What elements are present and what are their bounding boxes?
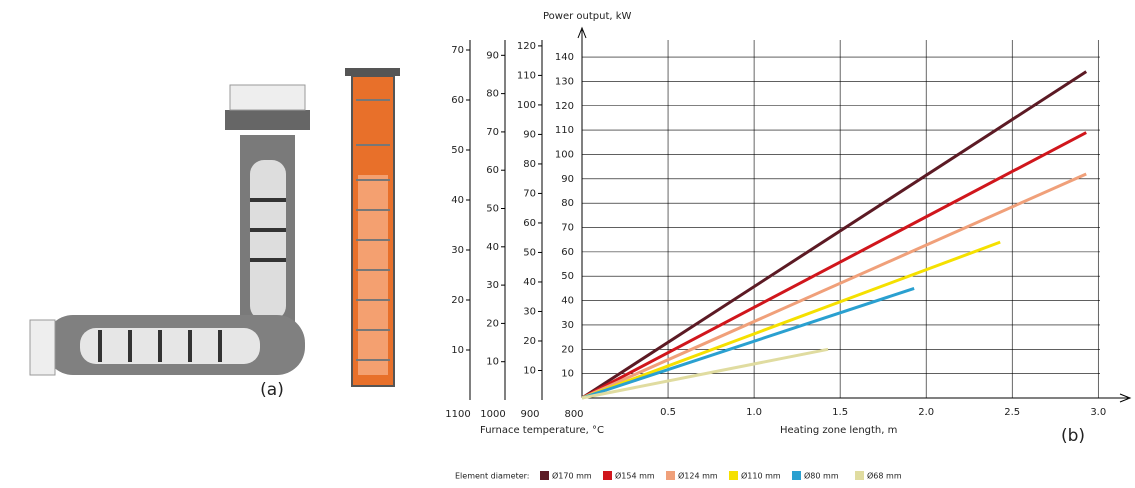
y-tick-label: 80 xyxy=(561,198,574,209)
temperature-axis-tick-label: 20 xyxy=(523,336,536,347)
y-axis xyxy=(578,28,586,398)
y-tick-label: 120 xyxy=(555,101,574,112)
y-tick-label: 50 xyxy=(561,271,574,282)
line xyxy=(582,133,1086,398)
temperature-axis-tick-label: 80 xyxy=(486,89,499,100)
temperature-axis-tick-label: 100 xyxy=(517,100,536,111)
temperature-axis-tick-label: 30 xyxy=(486,280,499,291)
line xyxy=(582,288,914,398)
x-axis-label: Heating zone length, m xyxy=(780,425,897,436)
x-axis xyxy=(582,394,1130,402)
x-tick-label: 2.5 xyxy=(1004,407,1020,418)
temperature-axis-tick-label: 10 xyxy=(486,357,499,368)
y-tick-label: 60 xyxy=(561,247,574,258)
legend-label: Ø170 mm xyxy=(552,471,592,481)
panel-label: (b) xyxy=(1061,426,1085,446)
legend-swatch xyxy=(792,471,801,480)
heater-photo xyxy=(30,85,310,375)
temperature-axis-tick-label: 40 xyxy=(486,242,499,253)
temperature-tick-label: 1100 xyxy=(445,409,470,420)
temperature-tick-label: 1000 xyxy=(480,409,505,420)
legend-label: Ø110 mm xyxy=(741,471,781,481)
y-tick-label: 10 xyxy=(561,369,574,380)
legend-label: Ø80 mm xyxy=(804,471,839,481)
line xyxy=(582,242,1000,398)
temperature-axis-tick-label: 120 xyxy=(517,41,536,52)
x-tick-label: 3.0 xyxy=(1090,407,1106,418)
temperature-axis-tick-label: 40 xyxy=(523,277,536,288)
temperature-axis-tick-label: 60 xyxy=(451,95,464,106)
panel-label: (a) xyxy=(260,380,284,400)
temperature-tick-label: 900 xyxy=(520,409,539,420)
y-tick-label: 90 xyxy=(561,174,574,185)
y-tick-label: 110 xyxy=(555,125,574,136)
temperature-axis-tick-label: 90 xyxy=(523,129,536,140)
y-tick-label: 140 xyxy=(555,52,574,63)
temperature-label: Furnace temperature, °C xyxy=(480,425,604,436)
temperature-axis-tick-label: 20 xyxy=(486,318,499,329)
x-tick-label: 1.0 xyxy=(746,407,762,418)
y-tick-label: 40 xyxy=(561,296,574,307)
legend-label: Ø68 mm xyxy=(867,471,902,481)
temperature-axis-tick-label: 80 xyxy=(523,159,536,170)
temperature-axis-tick-label: 10 xyxy=(523,365,536,376)
temperature-axis-tick-label: 110 xyxy=(517,70,536,81)
figure: (a) (b) Power output, kW Furnace tempera… xyxy=(0,0,1135,484)
temperature-axis-tick-label: 50 xyxy=(523,247,536,258)
temperature-axis-tick-label: 50 xyxy=(486,204,499,215)
temperature-axis-tick-label: 30 xyxy=(523,306,536,317)
legend-label: Ø154 mm xyxy=(615,471,655,481)
y-axis-label: Power output, kW xyxy=(543,11,632,22)
legend-title: Element diameter: xyxy=(455,472,529,481)
temperature-axis-tick-label: 60 xyxy=(486,165,499,176)
y-tick-label: 20 xyxy=(561,344,574,355)
temperature-axis-tick-label: 90 xyxy=(486,50,499,61)
line xyxy=(582,174,1086,398)
x-tick-label: 2.0 xyxy=(918,407,934,418)
x-tick-label: 1.5 xyxy=(832,407,848,418)
temperature-axis-tick-label: 70 xyxy=(523,188,536,199)
temperature-tick-label: 800 xyxy=(564,409,583,420)
legend-swatch xyxy=(729,471,738,480)
temperature-axis-tick-label: 70 xyxy=(486,127,499,138)
y-tick-label: 100 xyxy=(555,149,574,160)
x-tick-label: 0.5 xyxy=(660,407,676,418)
legend-label: Ø124 mm xyxy=(678,471,718,481)
legend-swatch xyxy=(603,471,612,480)
legend-swatch xyxy=(666,471,675,480)
heater-diagram xyxy=(345,68,400,386)
y-tick-label: 130 xyxy=(555,76,574,87)
legend-swatch xyxy=(855,471,864,480)
temperature-axis-tick-label: 30 xyxy=(451,245,464,256)
temperature-axis-tick-label: 50 xyxy=(451,145,464,156)
temperature-axis-tick-label: 10 xyxy=(451,345,464,356)
legend-swatch xyxy=(540,471,549,480)
y-tick-label: 70 xyxy=(561,223,574,234)
temperature-axis-tick-label: 40 xyxy=(451,195,464,206)
temperature-axis-tick-label: 20 xyxy=(451,295,464,306)
temperature-axis-tick-label: 70 xyxy=(451,45,464,56)
temperature-axis-tick-label: 60 xyxy=(523,218,536,229)
y-tick-label: 30 xyxy=(561,320,574,331)
